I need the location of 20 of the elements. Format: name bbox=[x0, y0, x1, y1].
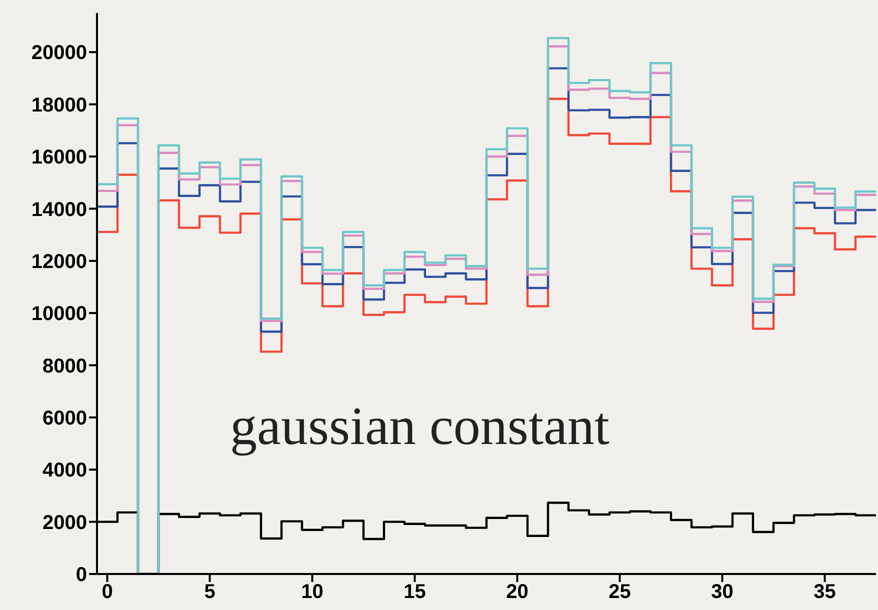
y-tick-label: 0 bbox=[76, 564, 87, 586]
x-tick-label: 10 bbox=[301, 581, 324, 604]
y-tick-label: 6000 bbox=[42, 408, 87, 430]
y-tick-label: 2000 bbox=[42, 512, 87, 534]
y-tick-label: 8000 bbox=[42, 355, 87, 378]
x-tick-label: 15 bbox=[404, 581, 426, 604]
x-tick-label: 20 bbox=[506, 581, 528, 604]
y-tick-label: 12000 bbox=[31, 250, 87, 273]
y-tick-label: 14000 bbox=[31, 198, 87, 221]
x-tick-label: 30 bbox=[711, 581, 734, 604]
y-tick-label: 10000 bbox=[31, 303, 87, 326]
x-tick-label: 0 bbox=[102, 581, 113, 604]
y-tick-label: 16000 bbox=[31, 146, 87, 169]
x-tick-label: 35 bbox=[814, 581, 836, 604]
y-tick-label: 18000 bbox=[31, 94, 87, 116]
y-tick-label: 4000 bbox=[42, 460, 87, 482]
annotation: gaussian constant bbox=[230, 395, 610, 457]
y-tick-label: 20000 bbox=[31, 42, 87, 64]
x-tick-label: 5 bbox=[204, 581, 216, 604]
x-tick-label: 25 bbox=[608, 581, 631, 604]
